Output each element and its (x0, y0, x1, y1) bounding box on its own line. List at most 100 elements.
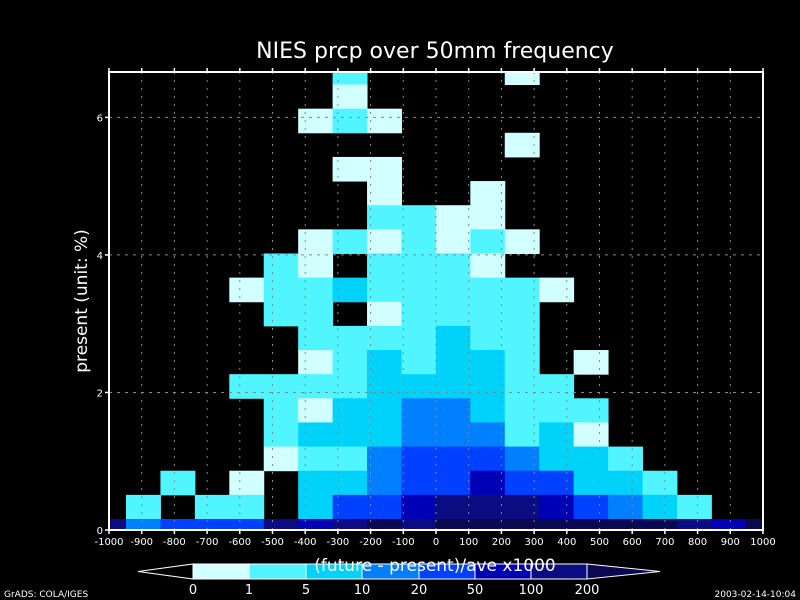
heatmap-cell (435, 277, 471, 303)
grid-lines (109, 72, 763, 530)
heatmap-cell (160, 470, 196, 496)
heatmap-cell (539, 470, 575, 496)
heatmap-cell (263, 253, 299, 279)
heatmap-cell (298, 229, 334, 254)
heatmap-cell (573, 518, 609, 531)
heatmap-cell (298, 446, 334, 472)
heatmap-cell (539, 422, 575, 448)
heatmap-cell (367, 398, 402, 423)
heatmap-cell (298, 277, 334, 303)
heatmap-cell (504, 72, 540, 86)
heatmap-cell (367, 422, 402, 448)
y-tick-label: 4 (97, 251, 103, 262)
heatmap-cell (745, 518, 764, 531)
heatmap-cell (504, 470, 540, 496)
footer-left: GrADS: COLA/IGES (4, 590, 88, 600)
x-tick-label: -900 (130, 537, 153, 548)
heatmap-cell (332, 84, 368, 110)
heatmap-cell (367, 518, 402, 531)
heatmap-cell (608, 470, 644, 496)
heatmap-cell (263, 374, 299, 399)
heatmap-cell (642, 518, 678, 531)
heatmap-cell (229, 494, 265, 520)
heatmap-cell (573, 494, 609, 520)
x-tick-label: -200 (359, 537, 382, 548)
heatmap-cell (367, 229, 402, 254)
heatmap-cell (263, 422, 299, 448)
heatmap-cell (367, 253, 402, 279)
heatmap-cell (470, 301, 506, 327)
x-tick-label: -300 (327, 537, 350, 548)
heatmap-cell (229, 374, 265, 399)
heatmap-cell (470, 518, 506, 531)
heatmap-cell (435, 301, 471, 327)
heatmap-cell (160, 518, 196, 531)
colorbar: 0 1 5 10 20 50 100 200 (137, 563, 661, 598)
x-tick-label: 600 (623, 537, 642, 548)
heatmap-cell (298, 301, 334, 327)
x-tick-label: 100 (459, 537, 478, 548)
heatmap-cell (401, 325, 437, 351)
heatmap-cell (367, 301, 402, 327)
heatmap-cell (367, 277, 402, 303)
x-tick-label: -800 (163, 537, 186, 548)
heatmap-cell (401, 253, 437, 279)
heatmap-cell (367, 156, 402, 182)
heatmap-cell (109, 518, 127, 531)
colorbar-label: 5 (302, 583, 310, 598)
heatmap-cell (298, 422, 334, 448)
x-tick-label: -400 (294, 537, 317, 548)
heatmap-cell (642, 494, 678, 520)
x-tick-label: -100 (392, 537, 415, 548)
heatmap-cell (332, 108, 368, 134)
x-tick-label: 200 (492, 537, 511, 548)
heatmap-cell (298, 350, 334, 375)
heatmap-cell (401, 229, 437, 254)
y-tick-label: 2 (97, 388, 103, 399)
heatmap-cell (435, 205, 471, 230)
heatmap-cell (470, 325, 506, 351)
heatmap-cell (539, 446, 575, 472)
heatmap-cell (367, 350, 402, 375)
x-tick-label: -700 (196, 537, 219, 548)
heatmap-cell (504, 518, 540, 531)
heatmap-cell (470, 398, 506, 423)
heatmap-cell (332, 470, 368, 496)
colorbar-label: 50 (467, 583, 484, 598)
heatmap-cell (711, 518, 747, 531)
heatmap-cell (504, 398, 540, 423)
heatmap-cell (332, 72, 368, 86)
x-tick-label: -500 (261, 537, 284, 548)
heatmap-cell (401, 350, 437, 375)
axis-ticks: -1000 -900 -800 -700 -600 -500 -400 -300 -200 -10… (94, 68, 776, 548)
heatmap-cell (608, 494, 644, 520)
heatmap-cell (435, 422, 471, 448)
colorbar-swatch (248, 563, 307, 580)
heatmap-cell (229, 518, 265, 531)
x-tick-label: 300 (525, 537, 544, 548)
heatmap-cell (229, 277, 265, 303)
heatmap-cell (470, 446, 506, 472)
heatmap-cell (332, 398, 368, 423)
colorbar-swatch (192, 563, 250, 580)
heatmap-cell (332, 446, 368, 472)
heatmap-cell (573, 398, 609, 423)
heatmap-cell (435, 398, 471, 423)
heatmap-cell (263, 301, 299, 327)
heatmap-cell (539, 494, 575, 520)
colorbar-label: 200 (575, 583, 600, 598)
heatmap-cell (332, 229, 368, 254)
chart-title: NIES prcp over 50mm frequency (256, 39, 614, 64)
heatmap-cell (401, 422, 437, 448)
heatmap-cell (332, 277, 368, 303)
heatmap-cell (263, 446, 299, 472)
heatmap-cell (332, 518, 368, 531)
heatmap-cell (298, 518, 334, 531)
heatmap-cell (332, 374, 368, 399)
x-tick-label: -1000 (94, 537, 123, 548)
heatmap-cell (539, 277, 575, 303)
heatmap-cell (298, 494, 334, 520)
colorbar-label: 10 (354, 583, 371, 598)
heatmap-cell (539, 398, 575, 423)
